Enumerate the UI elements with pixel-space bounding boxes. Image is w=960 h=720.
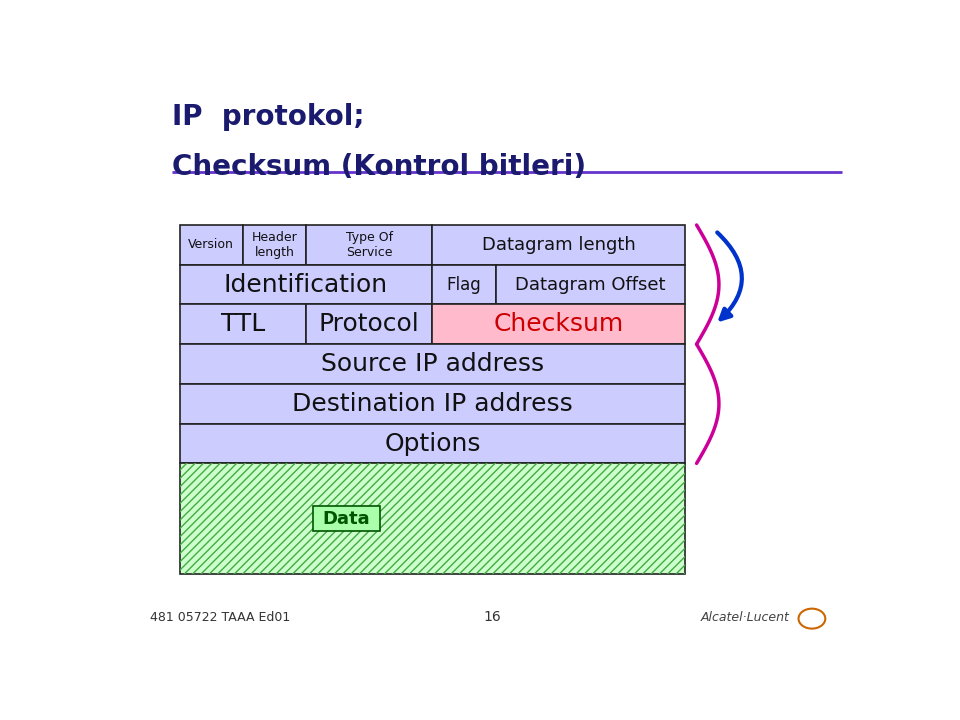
Bar	[180, 423, 685, 464]
FancyArrowPatch shape	[717, 233, 742, 319]
Bar	[180, 464, 685, 575]
Bar	[180, 464, 685, 575]
Text: Alcatel·Lucent: Alcatel·Lucent	[701, 611, 789, 624]
Text: Destination IP address: Destination IP address	[292, 392, 573, 415]
Bar	[180, 344, 685, 384]
Text: Version: Version	[188, 238, 234, 251]
Bar	[180, 305, 306, 344]
Text: Datagram Offset: Datagram Offset	[516, 276, 666, 294]
Bar	[180, 384, 685, 423]
Bar	[306, 305, 432, 344]
Text: Data: Data	[323, 510, 371, 528]
Bar	[306, 225, 432, 265]
Bar	[313, 506, 380, 531]
Text: Flag: Flag	[446, 276, 482, 294]
Text: Identification: Identification	[224, 273, 388, 297]
Text: 16: 16	[483, 610, 501, 624]
Bar	[432, 225, 685, 265]
Bar	[243, 225, 306, 265]
Bar	[180, 265, 432, 305]
Text: Checksum: Checksum	[493, 312, 624, 336]
Bar	[432, 265, 495, 305]
Text: Datagram length: Datagram length	[482, 236, 636, 254]
Text: TTL: TTL	[221, 312, 265, 336]
Text: 481 05722 TAAA Ed01: 481 05722 TAAA Ed01	[150, 611, 290, 624]
Text: Source IP address: Source IP address	[321, 352, 544, 376]
Text: Protocol: Protocol	[319, 312, 420, 336]
Bar	[180, 225, 243, 265]
Bar	[432, 305, 685, 344]
Text: Checksum (Kontrol bitleri): Checksum (Kontrol bitleri)	[172, 153, 587, 181]
Text: IP  protokol;: IP protokol;	[172, 103, 365, 131]
Text: Header
length: Header length	[252, 231, 298, 259]
Bar	[495, 265, 685, 305]
Text: Type Of
Service: Type Of Service	[346, 231, 393, 259]
Text: Options: Options	[384, 431, 481, 456]
